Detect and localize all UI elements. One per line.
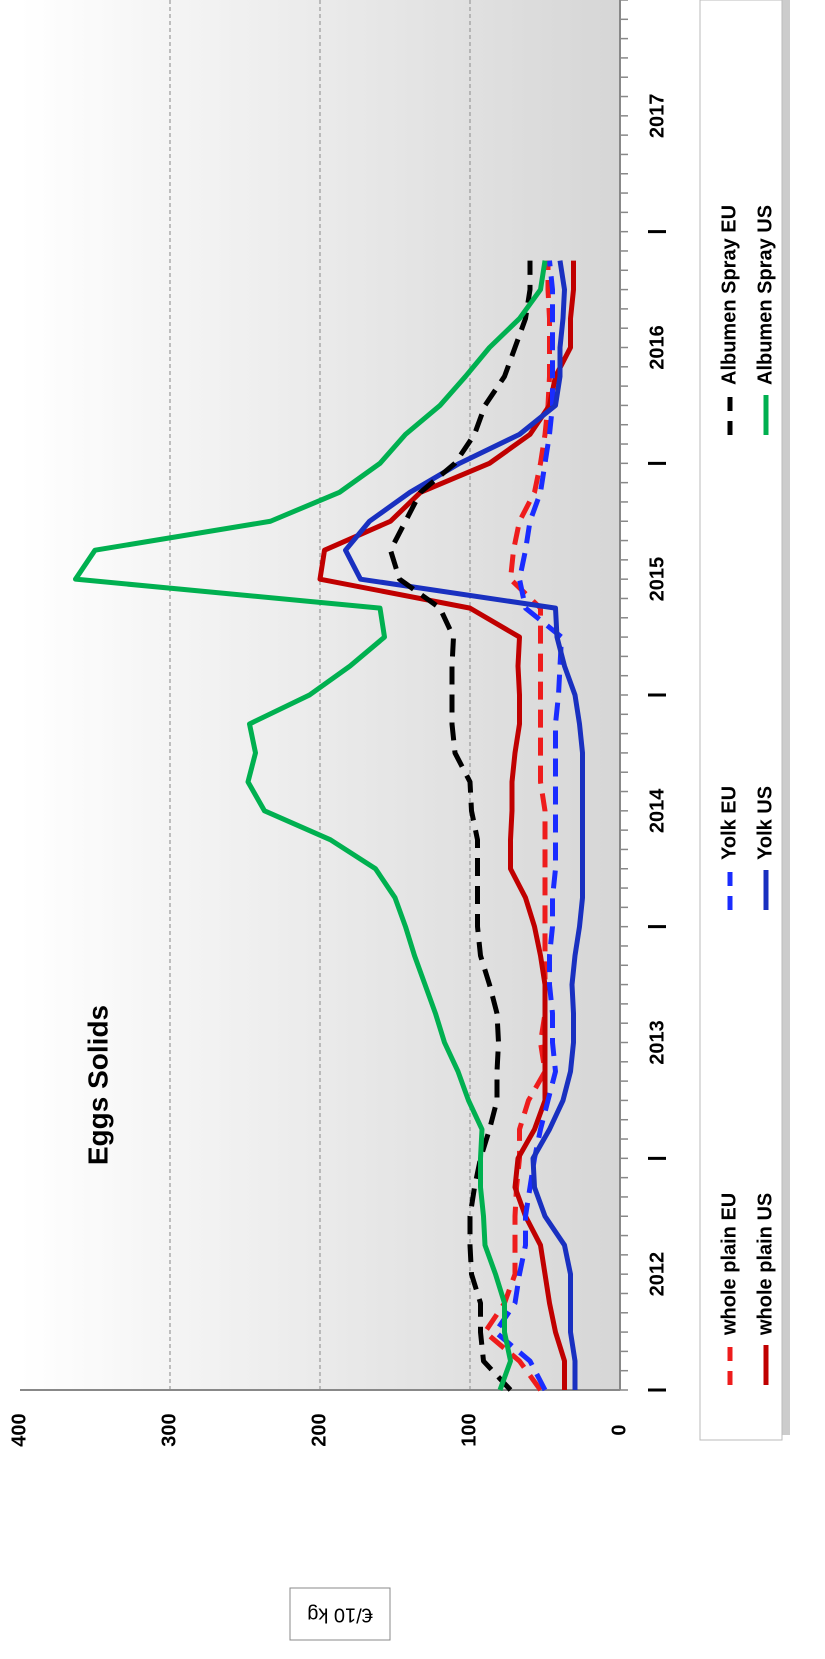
- series-line: [482, 260, 552, 1392]
- x-tick-label: 2013: [646, 1020, 668, 1065]
- legend-label: Yolk US: [754, 786, 776, 860]
- legend-label: whole plain EU: [718, 1193, 740, 1336]
- y-tick-label: 400: [8, 1413, 30, 1446]
- ylabel-box: [289, 1587, 391, 1641]
- series-line: [317, 260, 576, 1390]
- legend-label: Yolk EU: [718, 786, 740, 860]
- x-tick-label: 2012: [646, 1252, 668, 1297]
- y-tick-label: 100: [458, 1413, 480, 1446]
- legend-label: Albumen Spray EU: [718, 205, 740, 385]
- series-line: [388, 260, 533, 1392]
- y-axis-label: €/10 kg: [307, 1604, 373, 1626]
- y-tick-label: 200: [308, 1413, 330, 1446]
- chart-title: Eggs Solids: [82, 1005, 113, 1165]
- legend-label: whole plain US: [754, 1193, 776, 1336]
- series-line: [343, 260, 585, 1390]
- x-tick-label: 2017: [646, 94, 668, 139]
- rotated-chart: Eggs Solids 0 100 200 300 400 2012 2013 2014 201…: [8, 0, 790, 1447]
- x-tick-label: 2015: [646, 557, 668, 602]
- x-tick-label: 2014: [646, 788, 668, 833]
- series-line: [493, 260, 564, 1392]
- y-tick-label: 0: [608, 1424, 630, 1435]
- legend-label: Albumen Spray US: [754, 205, 776, 385]
- y-tick-label: 300: [158, 1413, 180, 1446]
- x-tick-label: 2016: [646, 325, 668, 370]
- series-line: [73, 260, 548, 1391]
- legend-box: [699, 0, 783, 1441]
